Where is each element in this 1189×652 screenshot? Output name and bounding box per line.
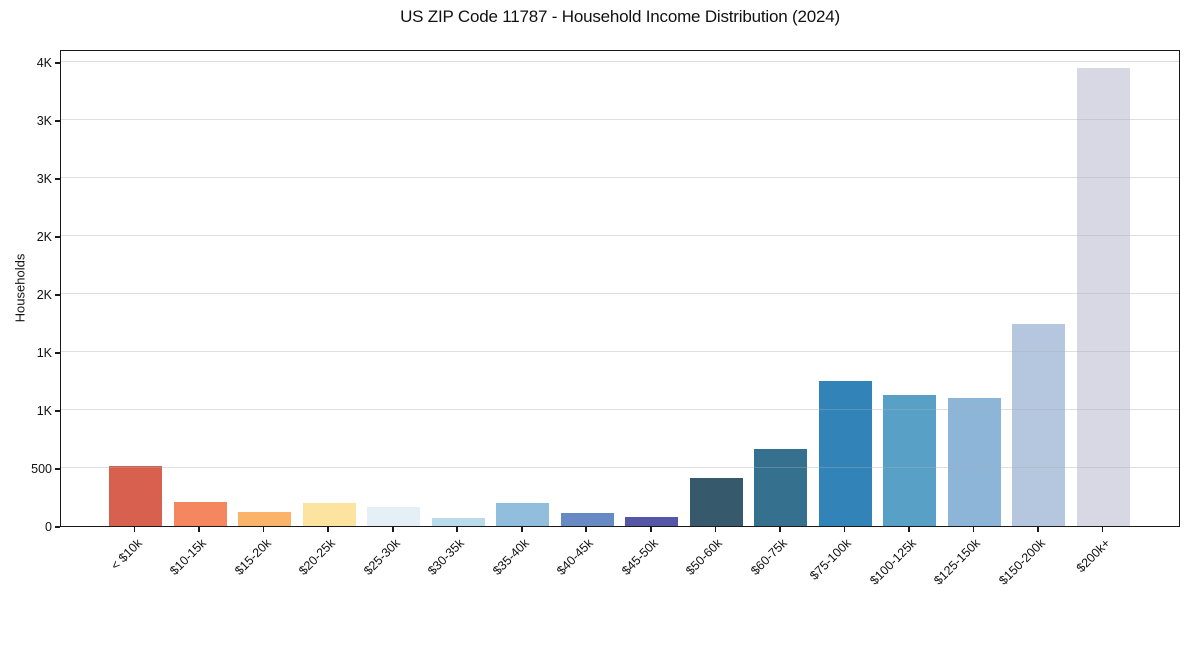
y-tick-mark-500: [55, 468, 60, 470]
y-tick-label-2500: 2K: [36, 229, 52, 244]
chart-title: US ZIP Code 11787 - Household Income Dis…: [400, 7, 840, 26]
y-tick-mark-1000: [55, 410, 60, 412]
gridline-3000: [61, 176, 1179, 178]
y-tick-mark-2500: [55, 236, 60, 238]
x-tick-label-12: $100-125k: [867, 536, 919, 588]
y-tick-mark-3500: [55, 119, 60, 122]
x-tick-label-7: $40-45k: [554, 536, 597, 578]
x-tick-label-15: $200k+: [1073, 536, 1113, 576]
x-tick-mark-8: [650, 527, 652, 532]
y-tick-mark-3000: [55, 178, 60, 180]
x-tick-label-4: $25-30k: [360, 536, 403, 578]
x-tick-label-2: $15-20k: [231, 536, 274, 578]
y-tick-label-3000: 3K: [36, 171, 52, 186]
x-tick-label-5: $30-35k: [425, 536, 468, 578]
x-tick-mark-12: [908, 527, 910, 532]
bar--15-20k: [238, 512, 292, 526]
x-tick-mark-15: [1101, 527, 1104, 532]
y-tick-mark-4000: [55, 61, 60, 64]
y-tick-label-1000: 1K: [36, 403, 52, 418]
x-tick-label-6: $35-40k: [489, 536, 532, 578]
x-tick-mark-7: [585, 527, 588, 532]
bar--45-50k: [625, 517, 679, 526]
gridline-500: [61, 466, 1179, 468]
y-tick-label-0: 0: [45, 520, 52, 534]
bar--50-60k: [689, 478, 743, 526]
plot-area: [60, 50, 1180, 527]
y-tick-label-500: 500: [31, 461, 52, 476]
gridline-1500: [61, 350, 1179, 352]
x-tick-label-0: < $10k: [107, 536, 145, 573]
x-tick-label-8: $45-50k: [618, 536, 661, 578]
y-tick-label-2000: 2K: [36, 287, 52, 302]
x-tick-mark-1: [198, 527, 200, 532]
gridline-2500: [61, 234, 1179, 236]
gridline-1000: [61, 408, 1179, 410]
x-tick-mark-14: [1037, 527, 1039, 532]
x-tick-label-11: $75-100k: [807, 536, 855, 583]
gridline-4000: [61, 60, 1179, 62]
bar--30-35k: [431, 518, 485, 526]
figure: US ZIP Code 11787 - Household Income Dis…: [12, 7, 1180, 588]
x-tick-mark-0: [133, 527, 136, 532]
x-tick-mark-10: [779, 527, 781, 532]
x-tick-mark-11: [843, 527, 846, 532]
x-tick-label-9: $50-60k: [683, 536, 726, 578]
bar--35-40k: [496, 502, 550, 526]
gridline-3500: [61, 118, 1179, 120]
gridline-2000: [61, 292, 1179, 294]
x-tick-label-3: $20-25k: [296, 536, 339, 578]
x-tick-label-1: $10-15k: [167, 536, 210, 578]
bar--200k+: [1077, 67, 1130, 526]
y-tick-mark-1500: [55, 352, 60, 354]
x-tick-label-13: $125-150k: [931, 536, 984, 588]
x-tick-mark-9: [714, 527, 717, 532]
x-tick-label-14: $150-200k: [996, 536, 1048, 588]
bar--20-25k: [302, 503, 356, 526]
bar--10k: [109, 466, 163, 526]
x-tick-label-10: $60-75k: [747, 536, 790, 578]
bar--75-100k: [818, 380, 872, 526]
bar--150-200k: [1012, 323, 1066, 526]
y-tick-label-3500: 3K: [36, 113, 52, 128]
x-tick-mark-3: [327, 527, 329, 532]
bar--25-30k: [367, 507, 421, 526]
y-tick-label-1500: 1K: [36, 345, 52, 360]
x-tick-mark-13: [972, 527, 975, 532]
bar--60-75k: [754, 448, 808, 526]
bar--10-15k: [173, 502, 227, 526]
y-tick-label-4000: 4K: [36, 55, 52, 70]
x-tick-mark-2: [262, 527, 265, 532]
x-tick-mark-6: [520, 527, 523, 532]
x-tick-mark-5: [456, 527, 459, 532]
y-tick-mark-0: [55, 526, 60, 528]
bar--40-45k: [560, 513, 614, 526]
bar--125-150k: [947, 397, 1001, 526]
x-tick-mark-4: [391, 527, 394, 532]
bar--100-125k: [883, 395, 937, 526]
y-tick-mark-2000: [55, 294, 60, 296]
